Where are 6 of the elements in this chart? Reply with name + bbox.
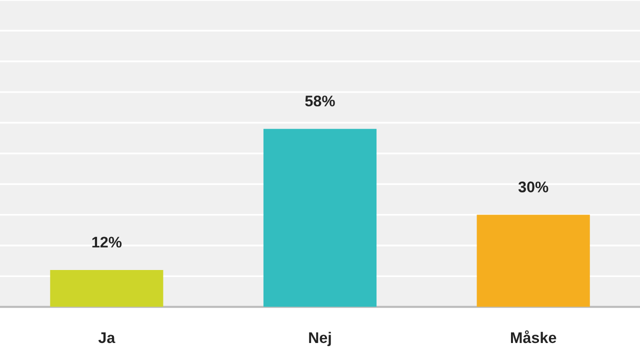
- data-label: 12%: [92, 236, 122, 248]
- data-label: 30%: [518, 182, 548, 192]
- x-tick-label: Nej: [309, 332, 331, 346]
- x-tick-label: Ja: [98, 332, 116, 344]
- x-tick-label: Måske: [511, 330, 556, 344]
- data-label: 58%: [305, 96, 335, 106]
